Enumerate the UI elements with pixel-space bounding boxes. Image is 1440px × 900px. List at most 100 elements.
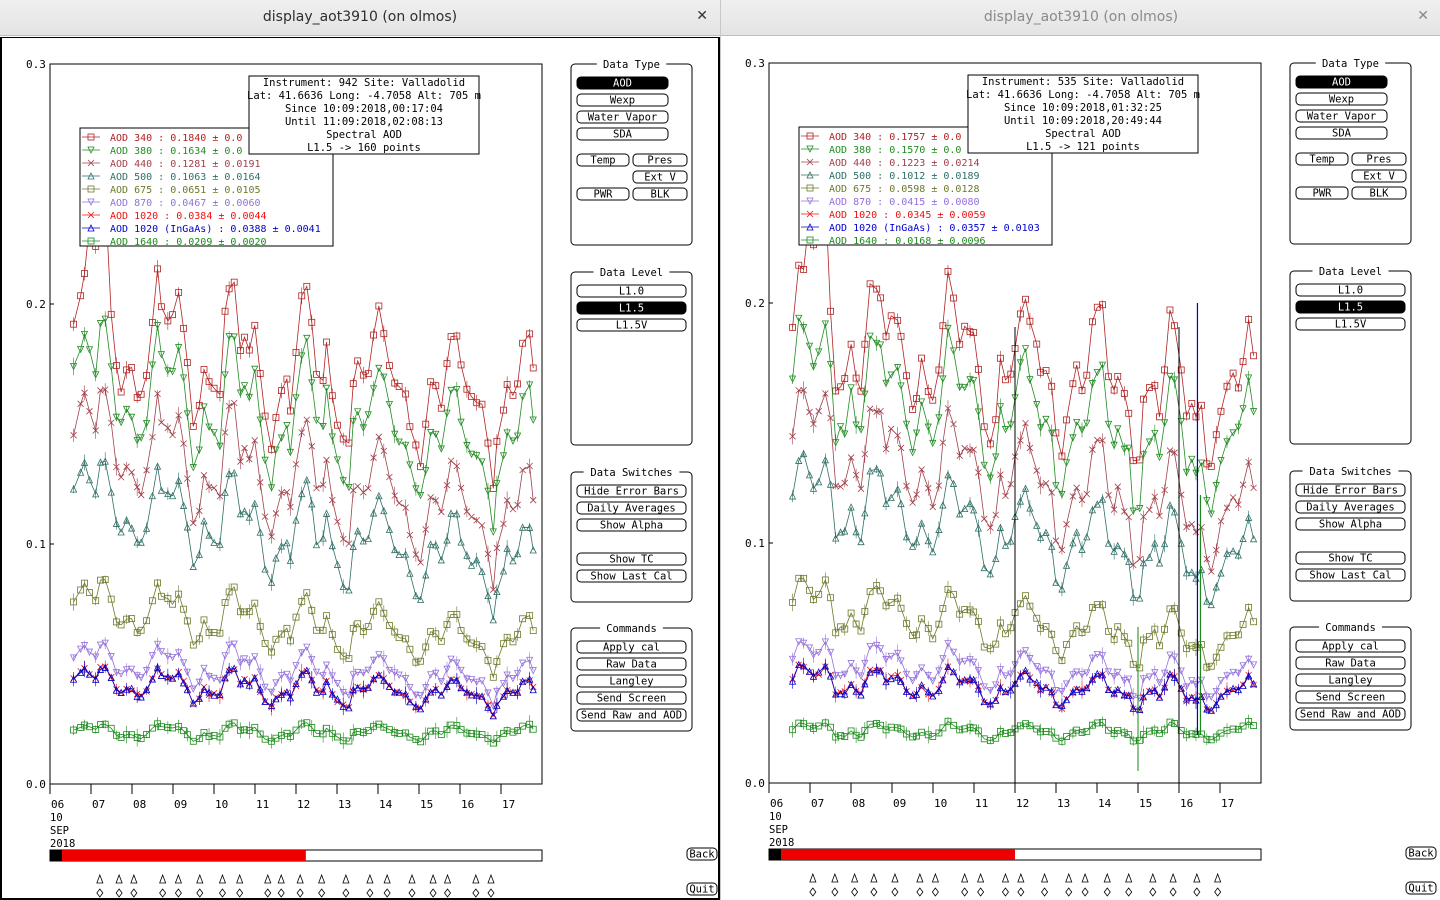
button-frame[interactable]: [576, 501, 687, 515]
button-label[interactable]: Langley: [1328, 675, 1372, 687]
button-label[interactable]: Wexp: [610, 95, 635, 107]
button-aod[interactable]: AOD: [576, 76, 669, 90]
button-label[interactable]: SDA: [1332, 128, 1352, 140]
close-icon[interactable]: ✕: [696, 8, 708, 24]
button-frame[interactable]: [576, 708, 687, 722]
button-send-raw-and-aod[interactable]: Send Raw and AOD: [576, 708, 687, 722]
button-frame[interactable]: [1295, 152, 1349, 166]
button-frame[interactable]: [576, 484, 687, 498]
button-frame[interactable]: [576, 674, 687, 688]
button-label[interactable]: Pres: [1366, 154, 1391, 166]
button-daily-averages[interactable]: Daily Averages: [576, 501, 687, 515]
button-label[interactable]: Back: [689, 849, 715, 861]
button-show-tc[interactable]: Show TC: [1295, 551, 1406, 565]
button-frame[interactable]: [1295, 500, 1406, 514]
button-l1-0[interactable]: L1.0: [576, 284, 687, 298]
button-frame[interactable]: [1295, 639, 1406, 653]
button-frame[interactable]: [576, 127, 669, 141]
button-frame[interactable]: [576, 640, 687, 654]
button-frame[interactable]: [1295, 126, 1388, 140]
title-bar[interactable]: display_aot3910 (on olmos) ✕: [0, 0, 720, 36]
button-frame[interactable]: [1295, 690, 1406, 704]
button-frame[interactable]: [1405, 846, 1437, 860]
button-water-vapor[interactable]: Water Vapor: [1295, 109, 1388, 123]
button-label[interactable]: Show Last Cal: [590, 571, 672, 583]
button-send-raw-and-aod[interactable]: Send Raw and AOD: [1295, 707, 1406, 721]
button-apply-cal[interactable]: Apply cal: [576, 640, 687, 654]
button-label[interactable]: L1.0: [1338, 285, 1363, 297]
button-frame[interactable]: [1351, 152, 1407, 166]
button-label[interactable]: L1.5V: [616, 320, 648, 332]
button-label[interactable]: Show Alpha: [1319, 519, 1382, 531]
button-pwr[interactable]: PWR: [1295, 186, 1349, 200]
button-frame[interactable]: [1295, 317, 1406, 331]
button-frame[interactable]: [576, 569, 687, 583]
button-label[interactable]: L1.5: [1338, 302, 1363, 314]
button-label[interactable]: Water Vapor: [588, 112, 658, 124]
button-frame[interactable]: [1295, 483, 1406, 497]
button-frame[interactable]: [576, 153, 630, 167]
button-frame[interactable]: [1295, 300, 1406, 314]
button-quit[interactable]: Quit: [686, 882, 718, 896]
button-frame[interactable]: [576, 552, 687, 566]
title-bar[interactable]: display_aot3910 (on olmos) ✕: [721, 0, 1440, 36]
button-pwr[interactable]: PWR: [576, 187, 630, 201]
button-frame[interactable]: [1295, 92, 1388, 106]
button-frame[interactable]: [1295, 109, 1388, 123]
button-frame[interactable]: [632, 187, 688, 201]
button-frame[interactable]: [1295, 75, 1388, 89]
button-hide-error-bars[interactable]: Hide Error Bars: [1295, 483, 1406, 497]
button-water-vapor[interactable]: Water Vapor: [576, 110, 669, 124]
button-label[interactable]: Temp: [590, 155, 615, 167]
button-frame[interactable]: [576, 110, 669, 124]
button-frame[interactable]: [1295, 568, 1406, 582]
button-ext-v[interactable]: Ext V: [632, 170, 688, 184]
button-label[interactable]: Daily Averages: [587, 503, 676, 515]
button-label[interactable]: L1.5V: [1335, 319, 1367, 331]
button-label[interactable]: Temp: [1309, 154, 1334, 166]
button-show-last-cal[interactable]: Show Last Cal: [1295, 568, 1406, 582]
button-raw-data[interactable]: Raw Data: [576, 657, 687, 671]
button-label[interactable]: Show Alpha: [600, 520, 663, 532]
button-label[interactable]: AOD: [1332, 77, 1351, 89]
button-label[interactable]: Quit: [689, 884, 714, 896]
button-l1-5v[interactable]: L1.5V: [576, 318, 687, 332]
button-frame[interactable]: [576, 93, 669, 107]
button-frame[interactable]: [1295, 517, 1406, 531]
button-frame[interactable]: [576, 691, 687, 705]
button-label[interactable]: L1.0: [619, 286, 644, 298]
button-frame[interactable]: [576, 76, 669, 90]
button-frame[interactable]: [1295, 283, 1406, 297]
button-apply-cal[interactable]: Apply cal: [1295, 639, 1406, 653]
button-label[interactable]: BLK: [1370, 188, 1390, 200]
button-langley[interactable]: Langley: [576, 674, 687, 688]
button-temp[interactable]: Temp: [1295, 152, 1349, 166]
button-label[interactable]: Apply cal: [1322, 641, 1379, 653]
button-send-screen[interactable]: Send Screen: [576, 691, 687, 705]
button-show-tc[interactable]: Show TC: [576, 552, 687, 566]
button-label[interactable]: Apply cal: [603, 642, 660, 654]
button-pres[interactable]: Pres: [632, 153, 688, 167]
button-frame[interactable]: [576, 318, 687, 332]
button-label[interactable]: Water Vapor: [1307, 111, 1377, 123]
button-label[interactable]: Ext V: [1363, 171, 1395, 183]
button-frame[interactable]: [576, 284, 687, 298]
button-wexp[interactable]: Wexp: [1295, 92, 1388, 106]
button-label[interactable]: Send Screen: [597, 693, 667, 705]
button-l1-5[interactable]: L1.5: [1295, 300, 1406, 314]
button-label[interactable]: Raw Data: [606, 659, 657, 671]
button-label[interactable]: Hide Error Bars: [584, 486, 679, 498]
button-frame[interactable]: [1295, 707, 1406, 721]
button-pres[interactable]: Pres: [1351, 152, 1407, 166]
plot-canvas[interactable]: 0.30.20.10.006 07 08 09 10 11 12 13 14 15 16 1710SE…: [2, 38, 718, 898]
button-label[interactable]: Back: [1408, 848, 1434, 860]
button-frame[interactable]: [1295, 186, 1349, 200]
button-blk[interactable]: BLK: [632, 187, 688, 201]
button-frame[interactable]: [576, 518, 687, 532]
button-frame[interactable]: [686, 847, 718, 861]
button-label[interactable]: BLK: [651, 189, 671, 201]
button-quit[interactable]: Quit: [1405, 881, 1437, 895]
button-label[interactable]: Ext V: [644, 172, 676, 184]
button-frame[interactable]: [1351, 169, 1407, 183]
button-label[interactable]: Show Last Cal: [1309, 570, 1391, 582]
